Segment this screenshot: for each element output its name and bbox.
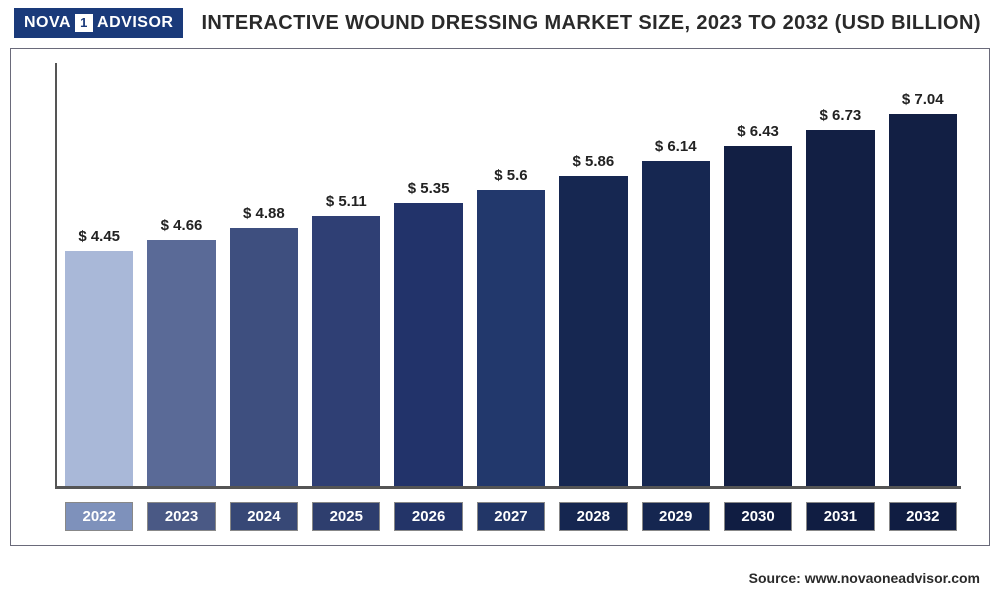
logo-text-post: ADVISOR (97, 14, 173, 32)
x-category-label: 2027 (477, 502, 545, 531)
source-label: Source: (749, 570, 801, 586)
bar (559, 176, 627, 486)
bar-value-label: $ 4.66 (161, 217, 203, 234)
chart-plot-area: $ 4.45 $ 4.66 $ 4.88 $ 5.11 $ 5.35 $ 5.6 $ 5.8… (55, 63, 961, 489)
bar (312, 216, 380, 486)
x-category-label: 2023 (147, 502, 215, 531)
bar-value-label: $ 6.43 (737, 123, 779, 140)
bar-col: $ 5.35 (394, 63, 462, 486)
x-category-label: 2031 (806, 502, 874, 531)
x-labels-row: 2022 2023 2024 2025 2026 2027 2028 2029 2030 2031… (65, 502, 957, 531)
x-category-label: 2025 (312, 502, 380, 531)
x-category-label: 2030 (724, 502, 792, 531)
bar-col: $ 4.45 (65, 63, 133, 486)
bar-col: $ 5.86 (559, 63, 627, 486)
bar-col: $ 4.66 (147, 63, 215, 486)
bar-col: $ 6.73 (806, 63, 874, 486)
bar-col: $ 7.04 (889, 63, 957, 486)
bar-value-label: $ 5.35 (408, 180, 450, 197)
chart-frame: $ 4.45 $ 4.66 $ 4.88 $ 5.11 $ 5.35 $ 5.6 $ 5.8… (10, 48, 990, 546)
bar (65, 251, 133, 486)
x-category-label: 2029 (642, 502, 710, 531)
logo: NOVA 1 ADVISOR (14, 8, 183, 38)
bar-col: $ 5.11 (312, 63, 380, 486)
bar-col: $ 6.14 (642, 63, 710, 486)
page: NOVA 1 ADVISOR INTERACTIVE WOUND DRESSIN… (0, 0, 1000, 592)
bar (806, 130, 874, 486)
bars-row: $ 4.45 $ 4.66 $ 4.88 $ 5.11 $ 5.35 $ 5.6 $ 5.8… (65, 63, 957, 486)
bar-value-label: $ 6.73 (820, 107, 862, 124)
bar (230, 228, 298, 486)
logo-one-box: 1 (75, 14, 93, 32)
bar-value-label: $ 5.11 (326, 193, 367, 210)
chart-title: INTERACTIVE WOUND DRESSING MARKET SIZE, … (201, 12, 980, 35)
x-category-label: 2024 (230, 502, 298, 531)
source-url: www.novaoneadvisor.com (805, 570, 980, 586)
bar (147, 240, 215, 486)
bar (477, 190, 545, 486)
source-line: Source: www.novaoneadvisor.com (749, 570, 980, 586)
header: NOVA 1 ADVISOR INTERACTIVE WOUND DRESSIN… (0, 0, 1000, 44)
bar-value-label: $ 4.45 (78, 228, 120, 245)
x-axis (55, 486, 961, 489)
bar-col: $ 6.43 (724, 63, 792, 486)
x-category-label: 2028 (559, 502, 627, 531)
x-category-label: 2026 (394, 502, 462, 531)
bar-col: $ 5.6 (477, 63, 545, 486)
bar (394, 203, 462, 486)
bar (642, 161, 710, 486)
bar-value-label: $ 5.6 (494, 167, 527, 184)
bar-value-label: $ 7.04 (902, 91, 944, 108)
bar (724, 146, 792, 486)
bar-col: $ 4.88 (230, 63, 298, 486)
logo-text-pre: NOVA (24, 14, 71, 32)
x-category-label: 2022 (65, 502, 133, 531)
bar-value-label: $ 6.14 (655, 138, 697, 155)
bar-value-label: $ 4.88 (243, 205, 285, 222)
y-axis (55, 63, 57, 489)
x-category-label: 2032 (889, 502, 957, 531)
bar (889, 114, 957, 486)
bar-value-label: $ 5.86 (572, 153, 614, 170)
